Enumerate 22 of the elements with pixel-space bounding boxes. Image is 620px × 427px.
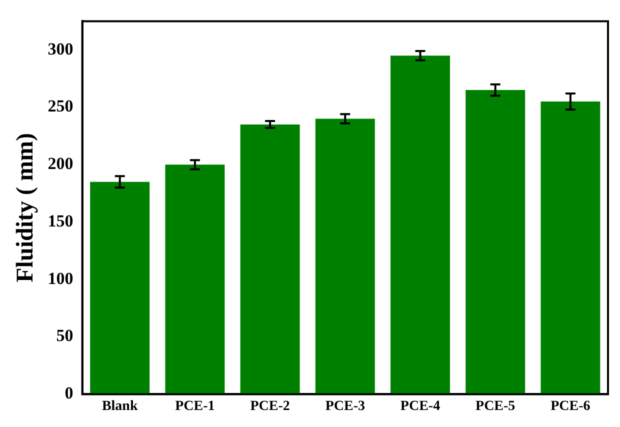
x-tick-label: PCE-2 <box>250 399 290 414</box>
y-axis-title: Fluidity ( mm) <box>12 133 39 282</box>
bar <box>540 102 600 394</box>
x-tick-label: Blank <box>102 399 138 414</box>
x-tick-label: PCE-4 <box>400 399 440 414</box>
bar <box>390 56 450 394</box>
y-tick-label: 300 <box>48 39 74 58</box>
y-tick-label: 150 <box>48 211 74 230</box>
y-tick-label: 50 <box>56 326 74 346</box>
bar <box>90 182 150 394</box>
x-tick-label: PCE-5 <box>476 399 516 414</box>
bar <box>315 118 375 394</box>
y-tick-label: 100 <box>48 268 74 288</box>
bar <box>165 164 225 394</box>
x-tick-label: PCE-1 <box>175 399 215 414</box>
y-tick-label: 0 <box>64 384 74 403</box>
bar <box>466 90 526 394</box>
y-tick-label: 250 <box>48 96 74 116</box>
bar <box>240 124 300 394</box>
x-tick-label: PCE-3 <box>325 399 365 414</box>
x-tick-label: PCE-6 <box>550 399 590 414</box>
y-tick-label: 200 <box>48 154 74 174</box>
